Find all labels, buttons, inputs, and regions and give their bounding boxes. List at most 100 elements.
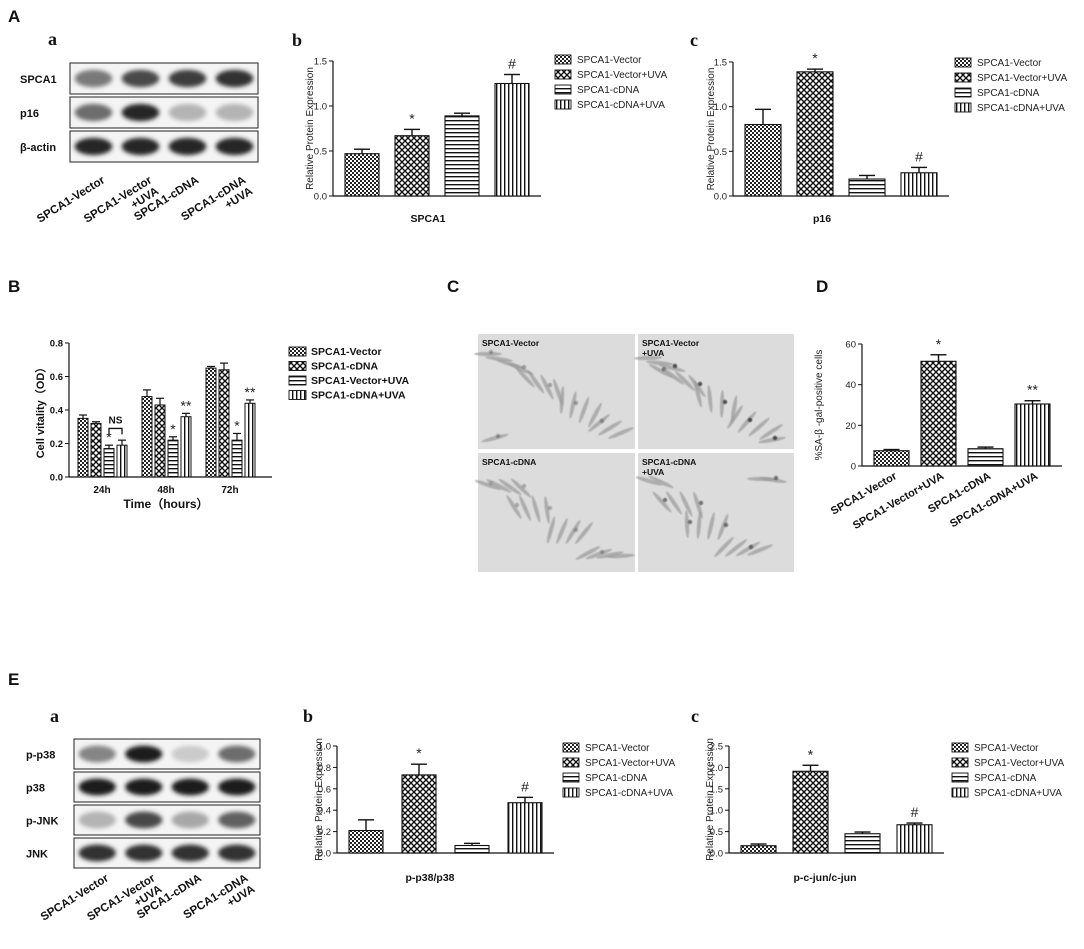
bar	[205, 367, 217, 478]
bar	[180, 416, 192, 478]
legend-swatch	[562, 772, 580, 783]
cell-shape	[735, 541, 761, 557]
cell-shape	[658, 364, 686, 372]
blot-row-label: p-JNK	[26, 816, 58, 828]
x-tick-label: SPCA1-cDNA+UVA	[948, 470, 1040, 530]
y-tick-label: 0.2	[50, 439, 63, 450]
legend-swatch	[554, 54, 572, 65]
significance-mark: #	[911, 804, 919, 820]
micrograph-label-line: +UVA	[642, 348, 664, 358]
cell-shape	[675, 371, 695, 391]
ns-label: NS	[109, 415, 123, 426]
micrograph-label-line: SPCA1-Vector	[482, 338, 540, 348]
y-tick-label: 0.8	[318, 763, 331, 774]
legend-label: SPCA1-Vector+UVA	[311, 375, 410, 387]
blot-band	[121, 137, 160, 156]
blot-band	[78, 745, 116, 763]
y-tick-label: 60	[845, 340, 856, 351]
bar	[103, 448, 115, 478]
blot-band	[168, 69, 207, 88]
y-tick-label: 1.0	[314, 102, 327, 113]
cell-shape	[531, 495, 541, 523]
stained-cell	[599, 418, 605, 424]
cell-shape	[748, 417, 770, 437]
bar	[154, 404, 166, 478]
cell-shape	[648, 363, 674, 379]
cell-shape	[693, 491, 703, 519]
micrograph-label: SPCA1-Vector	[482, 338, 540, 348]
cell-shape	[737, 411, 757, 433]
legend-swatch	[562, 757, 580, 768]
legend-swatch	[951, 772, 969, 783]
legend-label: SPCA1-Vector+UVA	[577, 70, 667, 81]
bar	[494, 82, 530, 197]
significance-mark: *	[936, 336, 942, 352]
legend-label: SPCA1-cDNA	[311, 361, 379, 373]
legend-swatch	[288, 375, 307, 386]
blot-row-label: p38	[26, 783, 45, 795]
y-tick-label: 0.5	[314, 147, 327, 158]
blot-band	[74, 137, 113, 156]
stained-cell	[495, 433, 501, 439]
cell-shape	[661, 367, 685, 385]
ns-bracket	[108, 427, 123, 435]
cell-shape	[578, 396, 590, 424]
y-tick-label: 1.5	[710, 784, 723, 795]
y-tick-label: 0.6	[318, 784, 331, 795]
cell-shape	[510, 478, 532, 498]
blot-band	[171, 811, 209, 829]
blot-band	[78, 844, 116, 862]
legend-label: SPCA1-cDNA	[974, 773, 1037, 784]
legend-swatch	[951, 757, 969, 768]
cell-shape	[508, 363, 534, 375]
panel-letter-A-b: b	[292, 30, 302, 50]
stained-cell	[521, 364, 527, 370]
panel-letter-A: A	[8, 7, 20, 26]
y-tick-label: 0.4	[50, 406, 64, 417]
blot-band	[218, 811, 256, 829]
cell-shape	[527, 370, 545, 394]
cell-shape	[597, 420, 623, 436]
x-tick-label: 24h	[93, 485, 110, 496]
legend-label: SPCA1-Vector	[577, 55, 642, 66]
bar	[218, 369, 230, 478]
cell-shape	[575, 546, 601, 560]
bar	[244, 402, 256, 478]
y-axis-label: Relative Protein Expression	[706, 68, 717, 191]
cell-shape	[515, 366, 535, 388]
legend-label: SPCA1-Vector	[585, 743, 650, 754]
x-axis-label: p-p38/p38	[405, 872, 454, 884]
cell-shape	[635, 476, 663, 486]
bar	[873, 450, 910, 467]
y-axis-label: %SA-β -gal-positive cells	[814, 350, 825, 461]
y-axis-label: Relative Protein Expression	[705, 738, 716, 861]
blot-band	[168, 103, 207, 122]
cell-shape	[575, 522, 593, 544]
stained-cell	[773, 475, 779, 481]
bar	[167, 439, 179, 478]
legend-swatch	[954, 72, 972, 83]
significance-mark: *	[808, 746, 814, 762]
blot-band	[78, 778, 116, 796]
stained-cell	[521, 483, 527, 489]
y-tick-label: 1.0	[710, 806, 723, 817]
significance-mark: *	[234, 417, 240, 433]
stained-cell	[748, 544, 754, 550]
cell-shape	[596, 551, 624, 559]
stained-cell	[672, 363, 678, 369]
y-tick-label: 40	[845, 380, 856, 391]
cell-shape	[707, 512, 715, 540]
bar	[454, 844, 490, 854]
stained-cell	[723, 522, 729, 528]
stained-cell	[687, 519, 693, 525]
cell-shape	[719, 390, 725, 418]
y-tick-label: 2.0	[710, 763, 723, 774]
bar	[848, 178, 886, 197]
legend-swatch	[562, 742, 580, 753]
legend-label: SPCA1-Vector+UVA	[977, 73, 1067, 84]
blot-band	[218, 844, 256, 862]
western-blot-A: SPCA1p16β-actinSPCA1-VectorSPCA1-Vector+…	[20, 62, 259, 226]
panel-letter-A-c: c	[690, 30, 698, 50]
cell-shape	[688, 374, 706, 398]
